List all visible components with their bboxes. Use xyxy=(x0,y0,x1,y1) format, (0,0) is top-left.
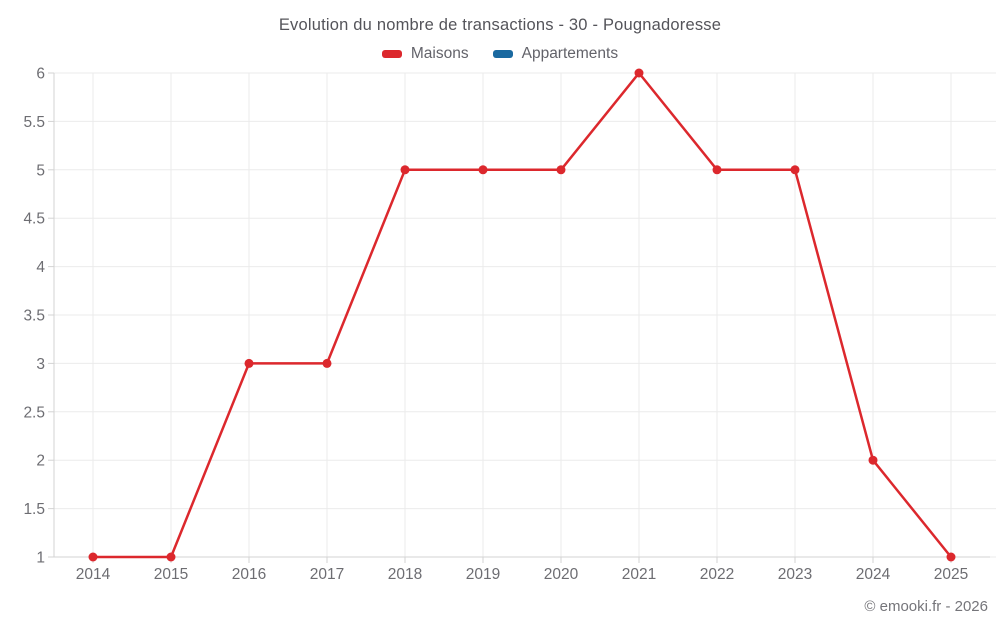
data-point-maisons xyxy=(322,358,332,368)
legend-swatch-maisons-icon xyxy=(381,50,402,58)
series-line-maisons xyxy=(91,71,953,559)
data-point-maisons xyxy=(634,68,644,78)
data-point-maisons xyxy=(166,552,176,562)
y-axis-tick-label: 5.5 xyxy=(23,114,45,131)
x-axis-tick-label: 2022 xyxy=(700,566,734,583)
x-axis-tick-label: 2020 xyxy=(544,566,579,583)
data-point-maisons xyxy=(790,165,800,175)
chart-title: Evolution du nombre de transactions - 30… xyxy=(278,16,722,34)
legend-swatch-appartements-icon xyxy=(492,50,513,58)
data-point-maisons xyxy=(88,552,98,562)
y-axis-tick-label: 6 xyxy=(36,66,45,83)
x-axis-tick-label: 2016 xyxy=(232,566,266,583)
copyright-text: © emooki.fr - 2026 xyxy=(864,598,988,615)
y-axis-tick-label: 1.5 xyxy=(23,501,45,518)
x-axis-tick-label: 2021 xyxy=(622,566,656,583)
data-point-maisons xyxy=(400,165,410,175)
y-axis-tick-label: 3.5 xyxy=(23,308,45,325)
x-axis-tick-label: 2019 xyxy=(466,566,500,583)
data-point-maisons xyxy=(868,455,878,465)
data-point-maisons xyxy=(244,358,254,368)
data-point-maisons xyxy=(712,165,722,175)
legend-label-maisons: Maisons xyxy=(410,45,469,62)
y-axis-tick-label: 3 xyxy=(36,356,45,373)
y-axis-tick-label: 1 xyxy=(36,550,45,567)
x-axis-tick-label: 2024 xyxy=(856,566,891,583)
x-axis-tick-label: 2014 xyxy=(76,566,111,583)
x-axis-tick-label: 2023 xyxy=(778,566,812,583)
x-axis-tick-label: 2015 xyxy=(154,566,188,583)
data-point-maisons xyxy=(946,552,956,562)
y-axis-tick-label: 2 xyxy=(36,453,45,470)
y-axis-tick-label: 2.5 xyxy=(23,404,45,421)
chart-legend: Maisons Appartements xyxy=(0,45,1000,63)
y-axis-tick-label: 4 xyxy=(36,259,45,276)
y-axis-tick-label: 4.5 xyxy=(23,211,45,228)
data-point-maisons xyxy=(478,165,488,175)
legend-item-maisons[interactable]: Maisons xyxy=(381,45,469,63)
x-axis-tick-label: 2017 xyxy=(310,566,344,583)
legend-item-appartements[interactable]: Appartements xyxy=(492,45,619,63)
legend-label-appartements: Appartements xyxy=(521,45,619,62)
data-point-maisons xyxy=(556,165,566,175)
y-axis-tick-label: 5 xyxy=(36,162,45,179)
x-axis-tick-label: 2025 xyxy=(934,566,968,583)
x-axis-tick-label: 2018 xyxy=(388,566,422,583)
